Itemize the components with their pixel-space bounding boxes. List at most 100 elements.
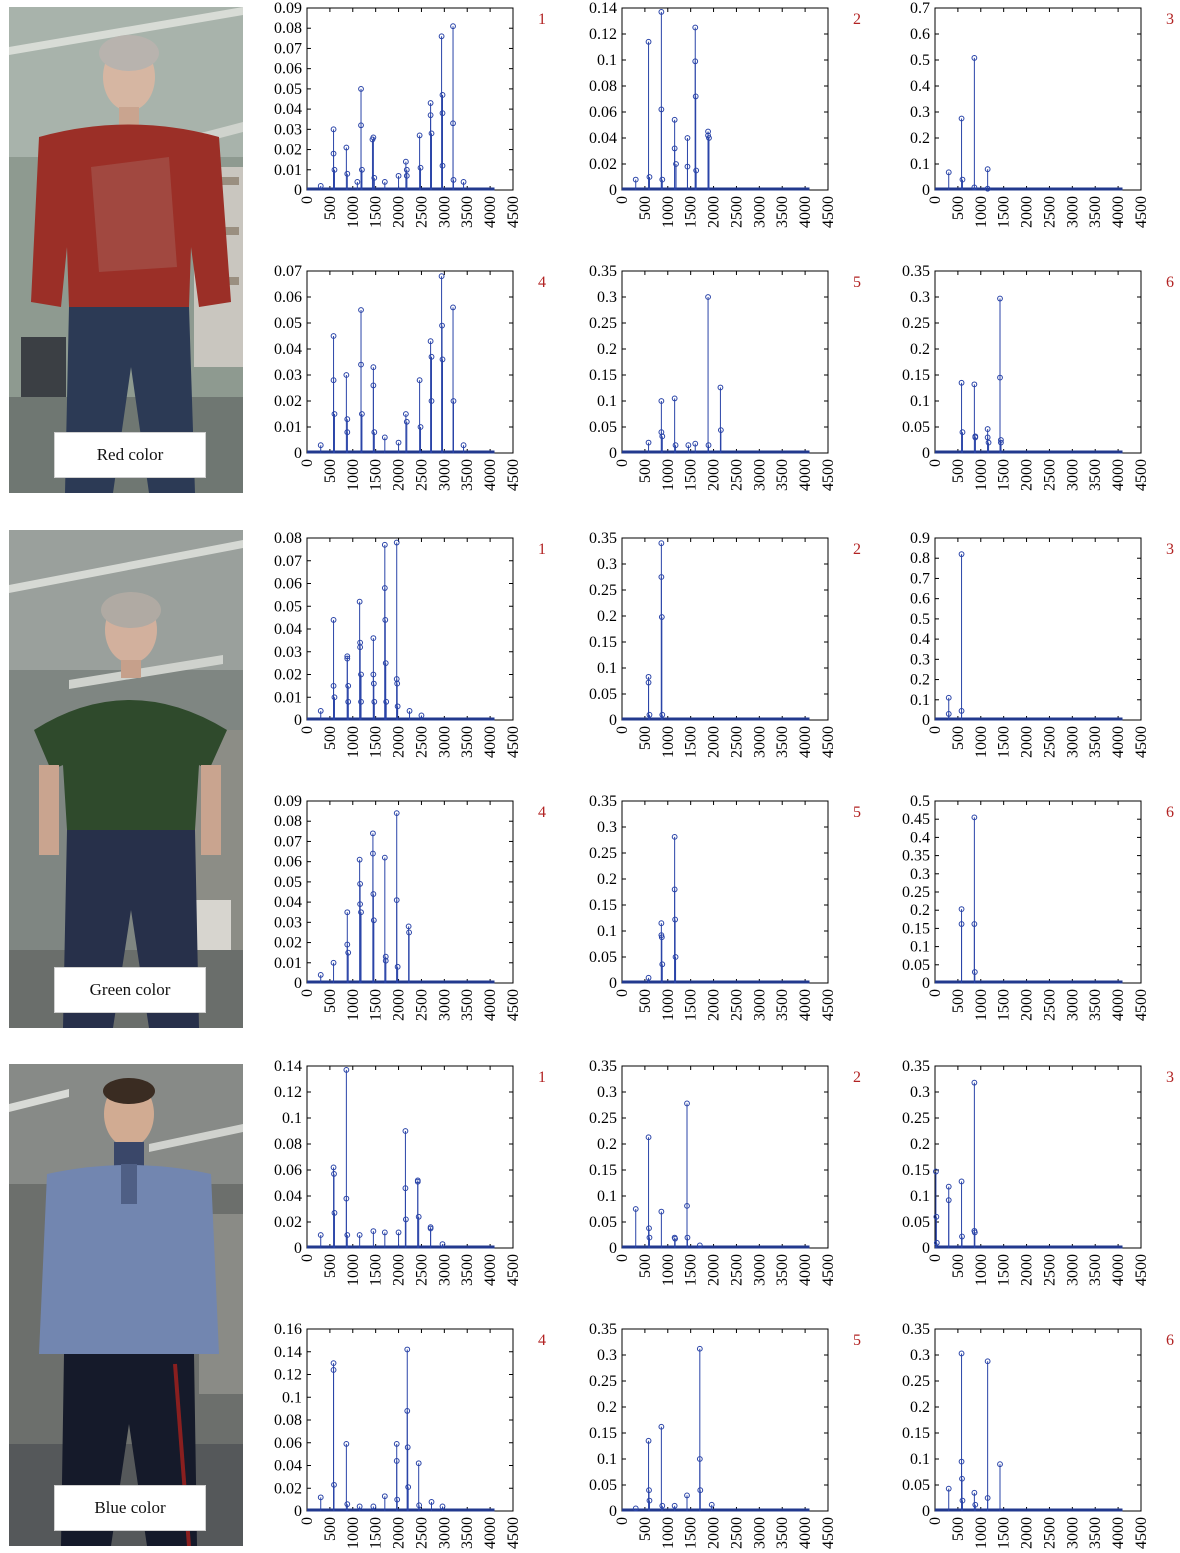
y-tick-label: 0.02 bbox=[589, 156, 617, 173]
panel-number: 5 bbox=[853, 804, 861, 821]
stem-marker bbox=[645, 38, 652, 45]
stem-marker bbox=[370, 850, 376, 857]
y-tick-label: 0.02 bbox=[274, 935, 302, 952]
stem-marker bbox=[330, 682, 337, 689]
stem-marker bbox=[958, 551, 965, 558]
stem-marker bbox=[672, 1235, 679, 1242]
x-tick-label: 1500 bbox=[368, 196, 385, 228]
stem-marker bbox=[382, 957, 389, 964]
stem-marker bbox=[393, 1440, 400, 1447]
stem-marker bbox=[959, 1497, 966, 1504]
stem-marker bbox=[428, 1499, 435, 1505]
chart-r3-p6: 0 0.05 0.1 0.15 0.2 0.25 0.3 0.35 0 500 1000 1500 20… bbox=[902, 1321, 1174, 1549]
stem-marker bbox=[330, 377, 337, 384]
stem-marker bbox=[997, 374, 1003, 381]
stem-marker bbox=[330, 1360, 337, 1367]
x-tick-label: 1500 bbox=[996, 1254, 1013, 1286]
y-tick-label: 0.45 bbox=[902, 811, 930, 828]
plot-frame bbox=[934, 1065, 1142, 1249]
stem-marker bbox=[658, 614, 665, 620]
stem-marker bbox=[645, 679, 652, 686]
stem-marker bbox=[971, 184, 978, 191]
y-tick-label: 0.05 bbox=[589, 686, 617, 703]
y-tick-label: 0.3 bbox=[910, 289, 930, 306]
stem-marker bbox=[381, 585, 388, 591]
y-tick-label: 0.15 bbox=[902, 1162, 930, 1179]
x-tick-label: 2000 bbox=[706, 726, 723, 758]
stem-marker bbox=[383, 698, 390, 705]
x-tick-label: 1000 bbox=[973, 989, 990, 1021]
stem-marker bbox=[645, 1437, 652, 1444]
x-tick-label: 3000 bbox=[1064, 1517, 1081, 1549]
stem-marker bbox=[428, 130, 435, 137]
y-tick-label: 0 bbox=[294, 182, 302, 199]
stem-marker bbox=[659, 176, 666, 183]
stem-marker bbox=[394, 963, 401, 970]
stem-marker bbox=[403, 418, 410, 425]
y-tick-label: 0.05 bbox=[589, 419, 617, 436]
y-tick-label: 0.07 bbox=[274, 263, 302, 280]
stem-marker bbox=[404, 1444, 411, 1451]
x-tick-label: 500 bbox=[322, 989, 339, 1013]
stem-marker bbox=[381, 541, 388, 548]
panel-number: 2 bbox=[853, 1069, 861, 1086]
stem-marker bbox=[345, 698, 352, 705]
chart-r2-p1: 0 0.01 0.02 0.03 0.04 0.05 0.06 0.07 0.08 0 500 100… bbox=[274, 530, 546, 758]
y-tick-label: 0.2 bbox=[910, 1399, 930, 1416]
x-tick-label: 4500 bbox=[1133, 196, 1150, 228]
y-tick-label: 0.5 bbox=[910, 611, 930, 628]
stem-marker bbox=[997, 1461, 1003, 1468]
y-tick-label: 0 bbox=[294, 1240, 302, 1257]
stem-marker bbox=[971, 1489, 978, 1496]
stem-marker bbox=[658, 1208, 665, 1215]
x-tick-label: 4500 bbox=[1133, 459, 1150, 491]
y-tick-label: 0.14 bbox=[274, 1058, 302, 1075]
stem-marker bbox=[659, 1502, 666, 1509]
y-tick-label: 0.14 bbox=[589, 0, 617, 17]
stem-marker bbox=[945, 694, 952, 701]
stem-marker bbox=[959, 429, 966, 436]
y-tick-label: 0.16 bbox=[274, 1321, 302, 1338]
x-tick-label: 1000 bbox=[660, 196, 677, 228]
y-tick-label: 0.3 bbox=[910, 651, 930, 668]
y-tick-label: 0.25 bbox=[589, 1373, 617, 1390]
x-tick-label: 1500 bbox=[683, 1517, 700, 1549]
x-tick-label: 500 bbox=[322, 726, 339, 750]
stem-marker bbox=[331, 1210, 338, 1216]
x-tick-label: 2000 bbox=[706, 459, 723, 491]
stem-marker bbox=[933, 1239, 940, 1246]
x-tick-label: 2000 bbox=[1019, 1254, 1036, 1286]
y-tick-label: 0 bbox=[922, 1503, 930, 1520]
y-tick-label: 0.09 bbox=[274, 0, 302, 17]
x-tick-label: 3000 bbox=[751, 726, 768, 758]
x-tick-label: 500 bbox=[637, 726, 654, 750]
y-tick-label: 0.3 bbox=[597, 556, 617, 573]
stem-marker bbox=[984, 1358, 991, 1365]
stem-marker bbox=[381, 1229, 388, 1236]
stem-marker bbox=[402, 1216, 409, 1223]
chart-r2-p4: 0 0.01 0.02 0.03 0.04 0.05 0.06 0.07 0.08 0.09 0 50… bbox=[274, 793, 546, 1021]
y-tick-label: 0.4 bbox=[910, 78, 930, 95]
stem-marker bbox=[693, 167, 700, 174]
y-tick-label: 0.08 bbox=[274, 1412, 302, 1429]
y-tick-label: 0.2 bbox=[597, 608, 617, 625]
stem-marker bbox=[439, 92, 446, 98]
stem-marker bbox=[705, 128, 711, 135]
y-tick-label: 0.04 bbox=[274, 1458, 302, 1475]
stem-marker bbox=[395, 439, 402, 446]
x-tick-label: 0 bbox=[614, 459, 631, 467]
plot-frame bbox=[934, 537, 1142, 721]
x-tick-label: 4000 bbox=[1110, 196, 1127, 228]
x-tick-label: 3000 bbox=[1064, 989, 1081, 1021]
stem-marker bbox=[356, 856, 363, 863]
x-tick-label: 1000 bbox=[345, 726, 362, 758]
stem-marker bbox=[959, 176, 966, 183]
panel-number: 2 bbox=[853, 11, 861, 28]
x-tick-label: 4500 bbox=[1133, 1254, 1150, 1286]
panel-number: 4 bbox=[538, 1332, 546, 1349]
x-tick-label: 0 bbox=[299, 459, 316, 467]
caption-red: Red color bbox=[54, 432, 206, 478]
panel-number: 6 bbox=[1166, 1332, 1174, 1349]
x-tick-label: 4500 bbox=[1133, 726, 1150, 758]
x-tick-label: 2500 bbox=[728, 1517, 745, 1549]
